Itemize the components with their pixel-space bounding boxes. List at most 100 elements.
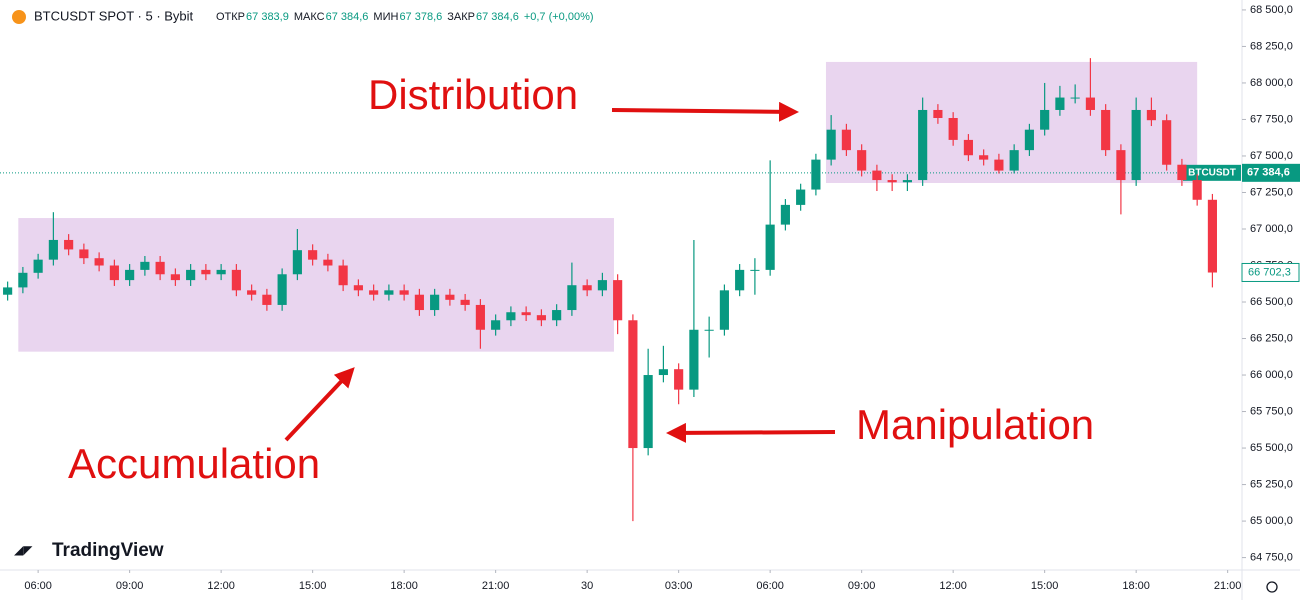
y-tick-label: 65 250,0: [1250, 478, 1293, 490]
candle-body: [963, 139, 973, 156]
candle-body: [94, 258, 104, 266]
time-axis: 06:00 09:00 12:00 15:00 18:00 21:00 30 03:00 06:…: [0, 569, 1300, 592]
candle-body: [750, 269, 760, 271]
candle-body: [811, 159, 821, 190]
candle-body: [460, 299, 470, 305]
btc-icon: [12, 10, 26, 24]
candle-body: [1192, 180, 1202, 200]
settings-button[interactable]: [1266, 581, 1278, 593]
candle-body: [994, 159, 1004, 171]
candle-body: [1070, 97, 1080, 99]
candle-body: [430, 294, 440, 311]
ohlc-value: 67 378,6: [399, 11, 442, 23]
candle-body: [48, 239, 58, 260]
candle-body: [262, 294, 272, 305]
arrow: [284, 367, 355, 442]
candle-body: [1177, 164, 1187, 181]
candle-body: [689, 329, 699, 390]
candle-body: [613, 280, 623, 321]
candle-body: [1101, 109, 1111, 151]
candle-body: [323, 259, 333, 266]
candle-body: [292, 250, 302, 275]
candle-body: [64, 239, 74, 250]
ohlc-label: МИН: [373, 11, 398, 23]
y-tick-label: 67 000,0: [1250, 223, 1293, 235]
y-tick-label: 68 250,0: [1250, 40, 1293, 52]
candle-body: [536, 315, 546, 321]
x-tick-label: 09:00: [116, 580, 144, 592]
candle-body: [674, 369, 684, 390]
ohlc-value: 67 384,6: [326, 11, 369, 23]
candle-body: [186, 269, 196, 281]
x-tick-label: 18:00: [390, 580, 418, 592]
y-tick-label: 66 500,0: [1250, 296, 1293, 308]
x-tick-label: 03:00: [665, 580, 693, 592]
candle-body: [521, 312, 531, 316]
candle-body: [552, 310, 562, 321]
candle-body: [1116, 150, 1126, 181]
candle-body: [735, 269, 745, 291]
candle-body: [826, 129, 836, 160]
candle-body: [948, 118, 958, 140]
candle-body: [857, 150, 867, 171]
annotation: Distribution: [368, 71, 578, 118]
candle-body: [3, 287, 13, 295]
candle-body: [902, 180, 912, 183]
arrow: [666, 422, 836, 443]
candle-body: [1024, 129, 1034, 151]
x-tick-label: 09:00: [848, 580, 876, 592]
candle-body: [338, 265, 348, 286]
candle-body: [704, 329, 714, 331]
candle-body: [1009, 150, 1019, 171]
y-tick-label: 66 000,0: [1250, 369, 1293, 381]
ohlc-label: ОТКР: [216, 11, 245, 23]
candle-body: [18, 272, 28, 288]
candle-body: [155, 261, 165, 275]
candle-body: [887, 180, 897, 183]
zone: [18, 218, 614, 352]
y-tick-label: 64 750,0: [1250, 551, 1293, 563]
y-tick-label: 65 000,0: [1250, 515, 1293, 527]
candle-body: [491, 320, 501, 330]
candle-body: [414, 294, 424, 311]
y-tick-label: 67 500,0: [1250, 150, 1293, 162]
y-tick-label: 68 000,0: [1250, 77, 1293, 89]
ohlc-value: 67 384,6: [476, 11, 519, 23]
candle-body: [201, 269, 211, 275]
candle-body: [567, 285, 577, 311]
candle-body: [384, 290, 394, 295]
x-tick-label: 21:00: [1214, 580, 1242, 592]
candle-body: [353, 285, 363, 291]
candle-body: [125, 269, 135, 281]
annotation: Accumulation: [68, 440, 320, 487]
candle-body: [933, 109, 943, 119]
x-tick-label: 06:00: [24, 580, 52, 592]
candle-body: [369, 290, 379, 295]
candle-body: [780, 204, 790, 225]
x-tick-label: 21:00: [482, 580, 510, 592]
candle-body: [1040, 109, 1050, 130]
x-tick-label: 15:00: [299, 580, 327, 592]
candle-body: [506, 312, 516, 321]
y-tick-label: 67 750,0: [1250, 113, 1293, 125]
candle-body: [247, 290, 257, 295]
ohlc-label: ЗАКР: [447, 11, 475, 23]
candle-body: [231, 269, 241, 291]
x-tick-label: 30: [581, 580, 593, 592]
candle-body: [918, 109, 928, 181]
candles: [3, 58, 1217, 522]
price-tag: [1242, 163, 1300, 182]
candle-body: [658, 369, 668, 376]
close-tag: [1241, 262, 1300, 282]
symbol-tag-label: BTCUSDT: [1188, 167, 1236, 178]
x-tick-label: 12:00: [207, 580, 235, 592]
candle-body: [277, 274, 287, 305]
y-tick-label: 67 250,0: [1250, 186, 1293, 198]
change: +0,7 (+0,00%): [524, 11, 594, 23]
candle-body: [643, 375, 653, 449]
candle-body: [399, 290, 409, 295]
candle-body: [1055, 97, 1065, 110]
candle-body: [1146, 109, 1156, 121]
candle-body: [1207, 199, 1217, 273]
